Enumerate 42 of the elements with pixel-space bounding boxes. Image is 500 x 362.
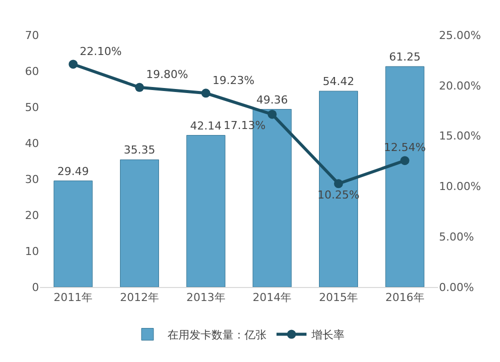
bar xyxy=(319,90,358,287)
point xyxy=(135,82,144,92)
data-label: 22.10% xyxy=(80,44,122,58)
x-tick-label: 2014年 xyxy=(252,291,292,304)
y-tick-label: 10 xyxy=(25,244,39,258)
y2-tick-label: 20.00% xyxy=(439,79,481,92)
data-label: 29.49 xyxy=(57,164,89,178)
data-label: 54.42 xyxy=(322,75,354,88)
point xyxy=(68,60,78,69)
y2-tick-label: 0.00% xyxy=(439,280,474,294)
y2-tick-label: 10.00% xyxy=(439,180,481,194)
x-tick-label: 2016年 xyxy=(385,291,424,304)
data-label: 42.14 xyxy=(190,119,222,132)
y-tick-label: 20 xyxy=(25,208,39,222)
x-tick-label: 2013年 xyxy=(186,291,226,304)
data-label: 49.36 xyxy=(256,93,288,106)
y2-tick-label: 25.00% xyxy=(439,28,481,42)
point xyxy=(201,88,210,98)
y-tick-label: 40 xyxy=(25,136,39,150)
data-label: 19.23% xyxy=(212,74,254,87)
y2-tick-label: 15.00% xyxy=(439,130,481,143)
x-tick-label: 2015年 xyxy=(319,291,358,304)
point xyxy=(400,156,410,166)
y2-tick-label: 5.00% xyxy=(439,230,474,244)
y-tick-label: 70 xyxy=(25,28,39,42)
data-label: 19.80% xyxy=(146,68,188,82)
data-label: 61.25 xyxy=(389,50,421,64)
data-label: 35.35 xyxy=(124,144,156,157)
legend-label: 在用发卡数量：亿张 xyxy=(168,328,266,342)
bar xyxy=(120,159,159,287)
point xyxy=(334,179,343,188)
x-tick-label: 2011年 xyxy=(54,291,93,304)
y-tick-label: 50 xyxy=(25,100,39,114)
bar xyxy=(385,66,424,287)
y-tick-label: 0 xyxy=(32,280,39,294)
point xyxy=(268,110,277,119)
y-tick-label: 60 xyxy=(25,64,39,78)
x-tick-label: 2012年 xyxy=(120,291,159,304)
y-tick-label: 30 xyxy=(25,172,39,186)
legend-label: 增长率 xyxy=(310,328,344,342)
bar xyxy=(186,135,226,287)
bar xyxy=(54,180,93,287)
